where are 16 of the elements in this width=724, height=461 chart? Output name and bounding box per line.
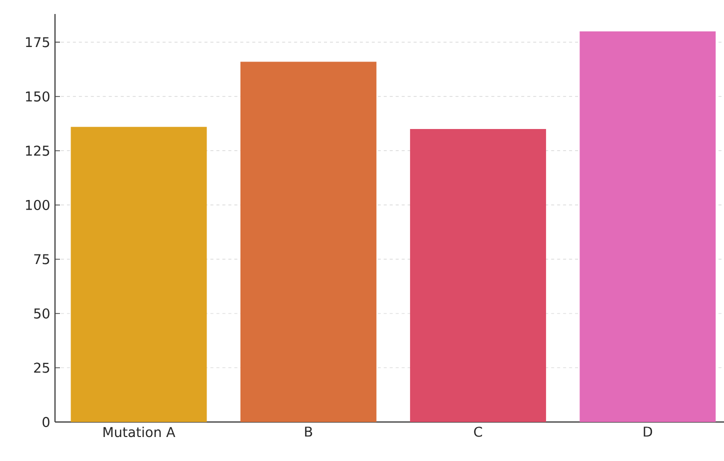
y-tick-label: 150 <box>26 91 50 102</box>
y-tick-label: 25 <box>34 362 50 373</box>
bar <box>410 129 546 422</box>
bar <box>70 126 207 422</box>
y-tick-label: 50 <box>34 308 50 319</box>
x-tick-label: B <box>305 426 312 437</box>
y-tick-label: 75 <box>34 254 50 264</box>
bar <box>240 62 376 422</box>
y-tick-label: 125 <box>26 146 50 156</box>
y-tick-label: 175 <box>26 37 50 48</box>
x-tick-label: Mutation A <box>104 426 176 438</box>
x-tick-label: C <box>474 426 482 437</box>
bar <box>580 31 716 422</box>
y-tick-label: 0 <box>42 416 50 428</box>
x-tick-label: D <box>644 426 652 437</box>
y-tick-label: 100 <box>26 200 50 210</box>
